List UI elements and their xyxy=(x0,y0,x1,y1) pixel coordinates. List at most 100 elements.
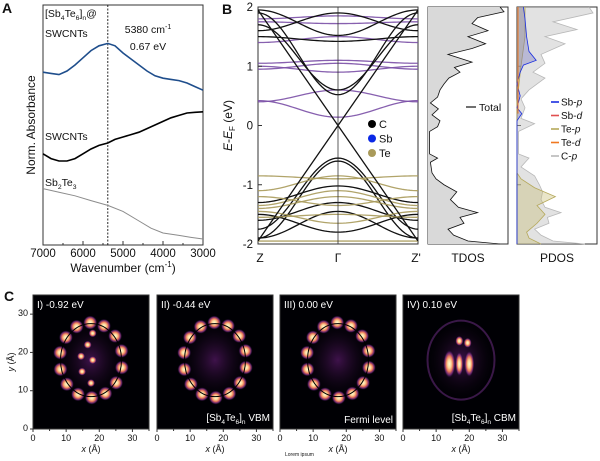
density-lobe xyxy=(87,379,95,388)
pdos-c-p-fill xyxy=(517,7,593,244)
density-lobe xyxy=(238,360,253,375)
x-tick-label: 20 xyxy=(94,433,104,443)
k-point-label: Z' xyxy=(411,251,421,265)
heatmap-caption: Fermi level xyxy=(344,415,393,426)
x-tick-label: 0 xyxy=(154,433,159,443)
density-lobe xyxy=(361,360,376,375)
density-lobe xyxy=(177,362,192,377)
x-tick-label: 10 xyxy=(185,433,195,443)
density-lobe xyxy=(78,367,87,376)
heatmap-1: I) -0.92 eV 0 10 20 30 x (Å) 0 10 20 30 y (Å) xyxy=(6,294,150,454)
legend-label-te-p: Te-p xyxy=(561,125,581,136)
heatmap-caption: [Sb4Te6]n CBM xyxy=(452,413,516,426)
x-tick-label: 4000 xyxy=(150,248,176,260)
density-lobe xyxy=(114,360,129,375)
density-lobe xyxy=(455,351,464,376)
density-lobe xyxy=(331,390,346,405)
x-tick-label: 10 xyxy=(431,433,441,443)
density-lobe xyxy=(207,315,222,330)
panel-b-pdos: PDOS Sb-p Sb-d Te-p Te-d C-p xyxy=(516,6,598,265)
density-lobe xyxy=(208,390,223,405)
legend-label-total: Total xyxy=(479,102,501,114)
density-lobe xyxy=(83,340,92,349)
density-lobe xyxy=(463,337,472,348)
marker-label-energy: 0.67 eV xyxy=(130,41,166,53)
heatmap-2: II) -0.44 eV [Sb4Te6]n VBM 0 10 20 30 x (Å) xyxy=(154,294,274,454)
panel-label-b: B xyxy=(222,1,232,17)
x-tick-label: 3000 xyxy=(190,248,216,260)
spectrum-line-0 xyxy=(42,42,204,91)
x-tick-label: 6000 xyxy=(70,248,96,260)
footer-text: Lorem ipsum xyxy=(285,452,314,458)
panel-b-band-structure: -2 -1 0 1 2 Z Γ Z' C Sb Te xyxy=(243,2,421,265)
y-axis-label: Norm. Absorbance xyxy=(24,75,38,175)
density-lobe xyxy=(53,362,68,377)
spectrum-line-2 xyxy=(42,188,204,240)
x-tick-label: 10 xyxy=(61,433,71,443)
nanotube-outline xyxy=(307,323,369,398)
x-axis-label: TDOS xyxy=(451,251,484,265)
panel-a-absorbance-chart: 7000 6000 5000 4000 3000 Wavenumber (cm-1) Nor… xyxy=(24,4,216,275)
heatmap-3: III) 0.00 eV Fermi level 0 10 20 30 x (Å) xyxy=(277,294,397,454)
y-tick-label: 20 xyxy=(18,346,28,356)
x-axis-label: x (Å) xyxy=(81,444,101,454)
x-tick-label: 30 xyxy=(251,433,261,443)
nanotube-outline xyxy=(426,319,496,401)
density-lobe xyxy=(464,350,475,377)
x-tick-label: 0 xyxy=(30,433,35,443)
heatmap-caption: [Sb4Te6]n VBM xyxy=(206,413,270,426)
density-lobe xyxy=(83,315,98,330)
legend-marker-sb xyxy=(368,134,376,143)
legend-label-sb-p: Sb-p xyxy=(561,98,583,109)
tdos-total-fill xyxy=(428,7,504,244)
panel-c-charge-density-maps: I) -0.92 eV 0 10 20 30 x (Å) 0 10 20 30 y (Å) II) -… xyxy=(6,294,520,454)
pdos-te-p-fill xyxy=(517,7,556,244)
legend-label-sb-d: Sb-d xyxy=(561,111,583,122)
heatmap-title: I) -0.92 eV xyxy=(37,300,84,311)
series-label-sb4te6-swcnts-line2: SWCNTs xyxy=(45,28,88,40)
density-lobe xyxy=(114,343,129,358)
x-tick-label: 20 xyxy=(464,433,474,443)
density-lobe xyxy=(84,390,99,405)
series-label-sb4te6-swcnts: [Sb4Te6]n@ xyxy=(45,8,97,22)
band-y-axis-label: E-EF (eV) xyxy=(221,100,237,151)
legend-label-te-d: Te-d xyxy=(561,138,581,149)
density-lobe xyxy=(330,315,345,330)
x-tick-label: 30 xyxy=(127,433,137,443)
panel-label-c: C xyxy=(4,288,14,304)
legend-marker-te xyxy=(368,149,376,157)
heatmap-title: IV) 0.10 eV xyxy=(407,300,457,311)
density-lobe xyxy=(300,362,315,377)
x-axis-label: PDOS xyxy=(540,251,574,265)
x-tick-label: 30 xyxy=(497,433,507,443)
legend-label-c: C xyxy=(379,119,387,131)
nanotube-outline xyxy=(184,323,246,398)
y-tick-label: 1 xyxy=(247,61,253,73)
density-lobe xyxy=(455,335,464,346)
k-point-label: Γ xyxy=(335,251,342,265)
marker-label-wavenumber: 5380 cm-1 xyxy=(125,24,172,36)
y-tick-label: 10 xyxy=(18,385,28,395)
x-axis-label: x (Å) xyxy=(451,444,471,454)
density-lobe xyxy=(53,345,68,360)
series-label-swcnts: SWCNTs xyxy=(45,131,88,143)
k-point-label: Z xyxy=(256,251,263,265)
x-axis-label: x (Å) xyxy=(328,444,348,454)
x-tick-label: 10 xyxy=(308,433,318,443)
heatmap-title: III) 0.00 eV xyxy=(284,300,333,311)
panel-label-a: A xyxy=(2,0,12,16)
density-lobe xyxy=(361,343,376,358)
legend-label-c-p: C-p xyxy=(561,152,578,163)
heatmap-4: IV) 0.10 eV [Sb4Te6]n CBM 0 10 20 30 x (Å) xyxy=(400,294,520,454)
density-lobe xyxy=(77,352,86,361)
x-tick-label: 7000 xyxy=(30,248,56,260)
nanotube-outline xyxy=(60,323,122,398)
legend-label-te: Te xyxy=(379,148,391,160)
x-axis-label: x (Å) xyxy=(205,444,225,454)
x-tick-label: 30 xyxy=(374,433,384,443)
y-axis-label: y (Å) xyxy=(6,352,16,372)
x-tick-label: 20 xyxy=(218,433,228,443)
density-lobe xyxy=(238,343,253,358)
x-tick-label: 20 xyxy=(341,433,351,443)
